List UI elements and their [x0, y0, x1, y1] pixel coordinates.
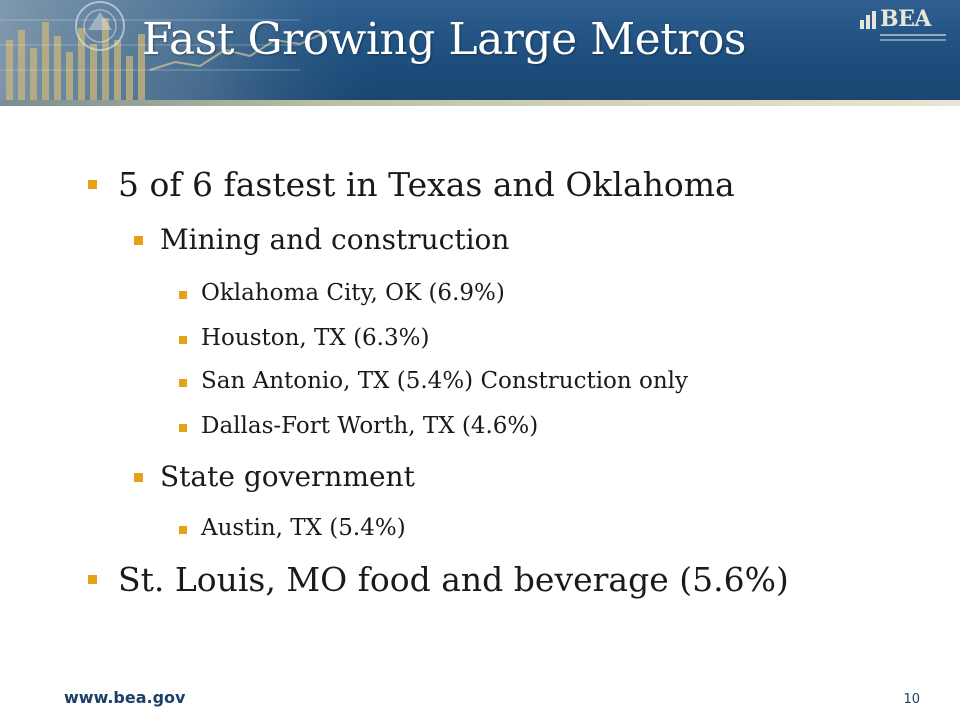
- bullet-item: Austin, TX (5.4%): [179, 515, 406, 541]
- page-number: 10: [903, 692, 920, 707]
- bullet-text: San Antonio, TX (5.4%) Construction only: [201, 368, 689, 394]
- bullet-item: St. Louis, MO food and beverage (5.6%): [88, 560, 789, 599]
- bullet-text: Dallas-Fort Worth, TX (4.6%): [201, 413, 539, 439]
- bea-logo: BEA: [858, 6, 946, 48]
- header-collage-image: [0, 0, 380, 100]
- bullet-item: Houston, TX (6.3%): [179, 325, 430, 351]
- bullet-item: 5 of 6 fastest in Texas and Oklahoma: [88, 165, 735, 204]
- slide-title: Fast Growing Large Metros: [142, 14, 746, 65]
- bullet-text: St. Louis, MO food and beverage (5.6%): [118, 560, 789, 599]
- bullet-marker: [179, 291, 187, 299]
- bullet-item: Mining and construction: [134, 223, 510, 256]
- bullet-text: State government: [160, 460, 415, 493]
- header-stripe: [0, 100, 960, 106]
- bullet-marker: [88, 180, 97, 189]
- bea-logo-text: BEA: [880, 6, 931, 32]
- bullet-text: 5 of 6 fastest in Texas and Oklahoma: [118, 165, 735, 204]
- bullet-marker: [179, 379, 187, 387]
- bullet-item: Dallas-Fort Worth, TX (4.6%): [179, 413, 539, 439]
- bullet-marker: [88, 575, 97, 584]
- footer-url-link[interactable]: www.bea.gov: [64, 688, 186, 707]
- bullet-marker: [179, 526, 187, 534]
- bullet-item: Oklahoma City, OK (6.9%): [179, 280, 505, 306]
- logo-subline: [880, 39, 946, 41]
- bullet-text: Houston, TX (6.3%): [201, 325, 430, 351]
- bullet-marker: [179, 336, 187, 344]
- bullet-marker: [134, 236, 143, 245]
- bullet-item: State government: [134, 460, 415, 493]
- bullet-text: Oklahoma City, OK (6.9%): [201, 280, 505, 306]
- logo-subline: [880, 34, 946, 36]
- header-band: Fast Growing Large Metros BEA: [0, 0, 960, 100]
- bullet-marker: [134, 473, 143, 482]
- bullet-marker: [179, 424, 187, 432]
- bullet-text: Mining and construction: [160, 223, 510, 256]
- bea-logo-mark-icon: [860, 11, 876, 29]
- bullet-item: San Antonio, TX (5.4%) Construction only: [179, 368, 689, 394]
- bullet-text: Austin, TX (5.4%): [201, 515, 406, 541]
